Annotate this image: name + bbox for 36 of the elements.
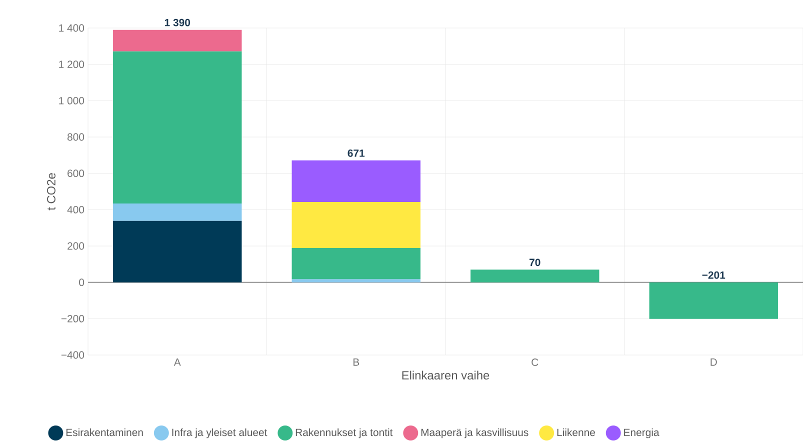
x-tick-label: D bbox=[710, 358, 717, 366]
total-label: 671 bbox=[348, 150, 365, 157]
bar bbox=[649, 282, 778, 319]
x-tick-label: C bbox=[532, 358, 538, 366]
y-tick-label: 400 bbox=[67, 206, 84, 214]
y-tick-label: 1 200 bbox=[59, 60, 84, 68]
y-tick-label: 1 400 bbox=[59, 24, 84, 32]
y-tick-label: 1 000 bbox=[59, 96, 84, 104]
bar bbox=[113, 51, 242, 204]
legend-label: Liikenne bbox=[557, 428, 595, 436]
x-tick-label: A bbox=[174, 358, 181, 366]
legend-label: Maaperä ja kasvillisuus bbox=[421, 428, 528, 438]
y-axis-title: t CO2e bbox=[47, 173, 56, 210]
bar bbox=[292, 248, 420, 280]
legend-label: Energia bbox=[624, 428, 660, 438]
x-tick-label: B bbox=[353, 358, 360, 366]
bar bbox=[113, 220, 242, 282]
x-axis-title: Elinkaaren vaihe bbox=[402, 370, 490, 380]
total-label: −201 bbox=[702, 271, 726, 279]
y-tick-label: 800 bbox=[67, 133, 84, 141]
y-tick-label: 600 bbox=[68, 170, 84, 178]
total-label: 1 390 bbox=[164, 18, 190, 26]
legend-label: Esirakentaminen bbox=[66, 428, 143, 436]
bar bbox=[113, 203, 242, 221]
bar bbox=[113, 30, 242, 52]
bar bbox=[470, 270, 600, 282]
y-tick-label: 200 bbox=[68, 242, 84, 250]
legend-label: Infra ja yleiset alueet bbox=[172, 428, 268, 438]
legend-label: Rakennukset ja tontit bbox=[296, 428, 393, 438]
y-tick-label: −400 bbox=[61, 351, 84, 359]
bar bbox=[292, 279, 420, 282]
bar bbox=[292, 202, 420, 248]
y-tick-label: −200 bbox=[61, 314, 84, 322]
total-label: 70 bbox=[530, 258, 540, 266]
y-tick-label: 0 bbox=[79, 278, 84, 286]
bar bbox=[292, 160, 420, 202]
